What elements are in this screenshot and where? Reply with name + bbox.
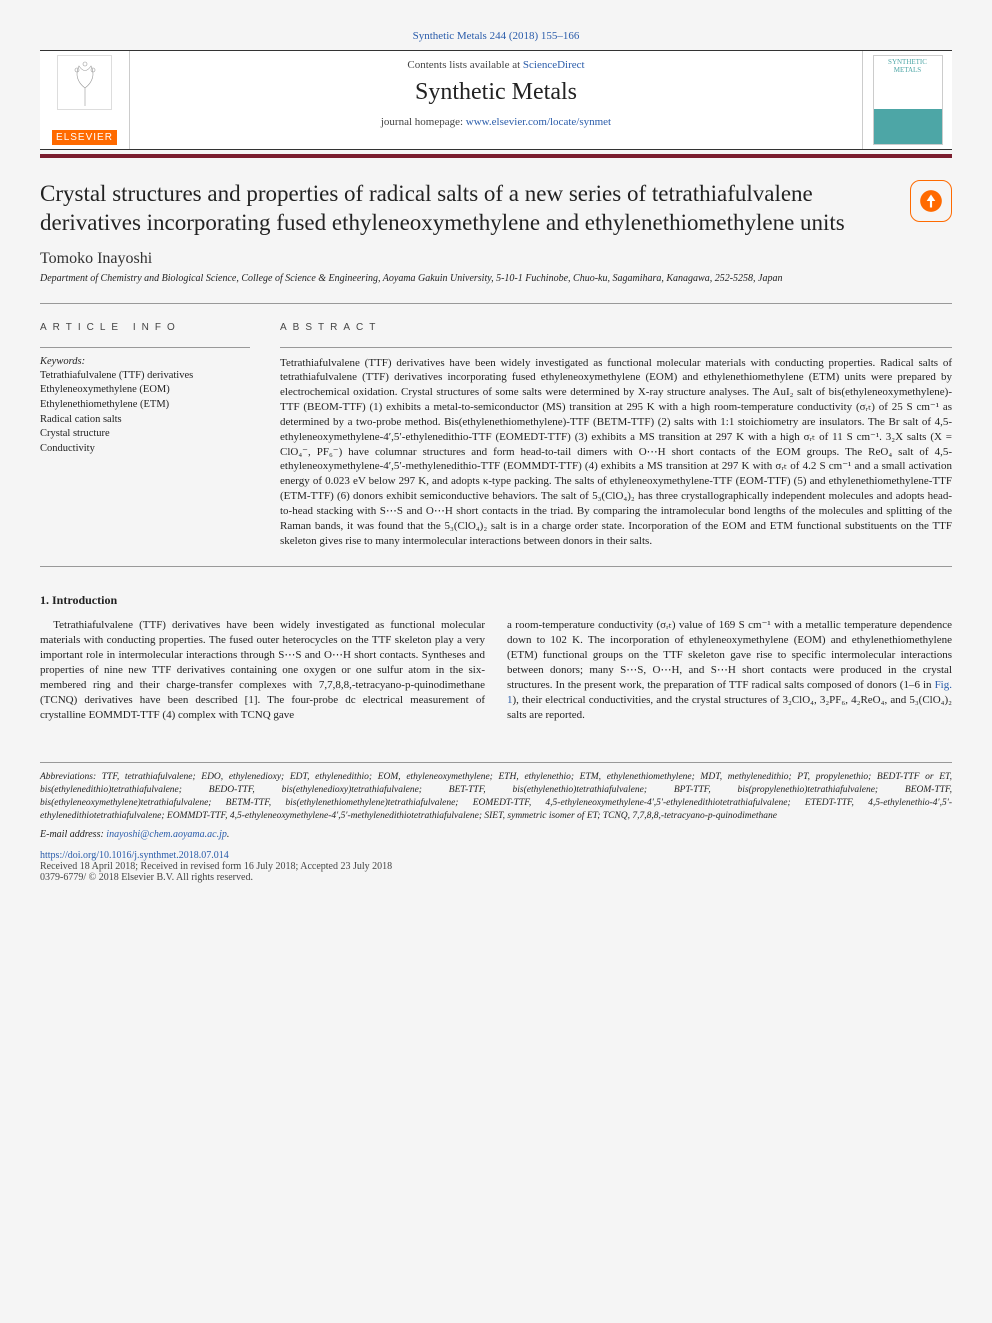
abbrev-label: Abbreviations: <box>40 772 96 782</box>
journal-cover-block: SYNTHETIC METALS <box>862 51 952 149</box>
contents-available-line: Contents lists available at ScienceDirec… <box>140 59 852 71</box>
keywords-list: Tetrathiafulvalene (TTF) derivativesEthy… <box>40 369 250 457</box>
journal-header-box: ELSEVIER Contents lists available at Sci… <box>40 50 952 150</box>
divider <box>40 303 952 304</box>
abbreviations-paragraph: Abbreviations: TTF, tetrathiafulvalene; … <box>40 771 952 822</box>
keyword-item: Ethyleneoxymethylene (EOM) <box>40 383 250 398</box>
elsevier-tree-icon <box>57 55 112 110</box>
abbrev-text: TTF, tetrathiafulvalene; EDO, ethylenedi… <box>40 772 952 820</box>
email-line: E-mail address: inayoshi@chem.aoyama.ac.… <box>40 829 952 840</box>
divider <box>40 347 250 348</box>
author-affiliation: Department of Chemistry and Biological S… <box>40 272 952 285</box>
journal-header-mid: Contents lists available at ScienceDirec… <box>130 51 862 149</box>
article-dates: Received 18 April 2018; Received in revi… <box>40 861 952 872</box>
keyword-item: Conductivity <box>40 442 250 457</box>
abstract-column: ABSTRACT Tetrathiafulvalene (TTF) deriva… <box>280 322 952 549</box>
citation-link[interactable]: Synthetic Metals 244 (2018) 155–166 <box>413 30 580 42</box>
footer-block: Abbreviations: TTF, tetrathiafulvalene; … <box>40 762 952 882</box>
journal-homepage-line: journal homepage: www.elsevier.com/locat… <box>140 116 852 128</box>
journal-cover-thumbnail: SYNTHETIC METALS <box>873 55 943 145</box>
doi-link[interactable]: https://doi.org/10.1016/j.synthmet.2018.… <box>40 850 229 861</box>
check-updates-badge[interactable] <box>910 180 952 222</box>
intro-col2-prefix: a room-temperature conductivity (σᵣₜ) va… <box>507 619 952 690</box>
journal-homepage-link[interactable]: www.elsevier.com/locate/synmet <box>466 116 611 128</box>
doi-line: https://doi.org/10.1016/j.synthmet.2018.… <box>40 850 952 861</box>
author-email-link[interactable]: inayoshi@chem.aoyama.ac.jp <box>106 829 227 840</box>
divider <box>280 347 952 348</box>
intro-paragraph-col2: a room-temperature conductivity (σᵣₜ) va… <box>507 618 952 722</box>
abstract-heading: ABSTRACT <box>280 322 952 333</box>
body-column-right: a room-temperature conductivity (σᵣₜ) va… <box>507 618 952 722</box>
article-title: Crystal structures and properties of rad… <box>40 180 890 238</box>
citation-line: Synthetic Metals 244 (2018) 155–166 <box>40 30 952 42</box>
body-column-left: Tetrathiafulvalene (TTF) derivatives hav… <box>40 618 485 722</box>
elsevier-wordmark: ELSEVIER <box>52 130 117 145</box>
issn-copyright: 0379-6779/ © 2018 Elsevier B.V. All righ… <box>40 872 952 883</box>
keyword-item: Crystal structure <box>40 427 250 442</box>
intro-paragraph-col1: Tetrathiafulvalene (TTF) derivatives hav… <box>40 618 485 722</box>
keywords-heading: Keywords: <box>40 356 250 367</box>
intro-col2-suffix: ), their electrical conductivities, and … <box>507 694 952 721</box>
publisher-logo-block: ELSEVIER <box>40 51 130 149</box>
abstract-text: Tetrathiafulvalene (TTF) derivatives hav… <box>280 356 952 549</box>
homepage-prefix: journal homepage: <box>381 116 466 128</box>
email-label: E-mail address: <box>40 829 104 840</box>
header-accent-bar <box>40 154 952 158</box>
author-name: Tomoko Inayoshi <box>40 250 952 268</box>
keyword-item: Tetrathiafulvalene (TTF) derivatives <box>40 369 250 384</box>
sciencedirect-link[interactable]: ScienceDirect <box>523 59 585 71</box>
keyword-item: Radical cation salts <box>40 413 250 428</box>
journal-name: Synthetic Metals <box>140 79 852 106</box>
keyword-item: Ethylenethiomethylene (ETM) <box>40 398 250 413</box>
section-1-heading: 1. Introduction <box>40 593 952 608</box>
divider <box>40 566 952 567</box>
contents-prefix: Contents lists available at <box>407 59 522 71</box>
article-info-column: ARTICLE INFO Keywords: Tetrathiafulvalen… <box>40 322 250 549</box>
article-info-heading: ARTICLE INFO <box>40 322 250 333</box>
